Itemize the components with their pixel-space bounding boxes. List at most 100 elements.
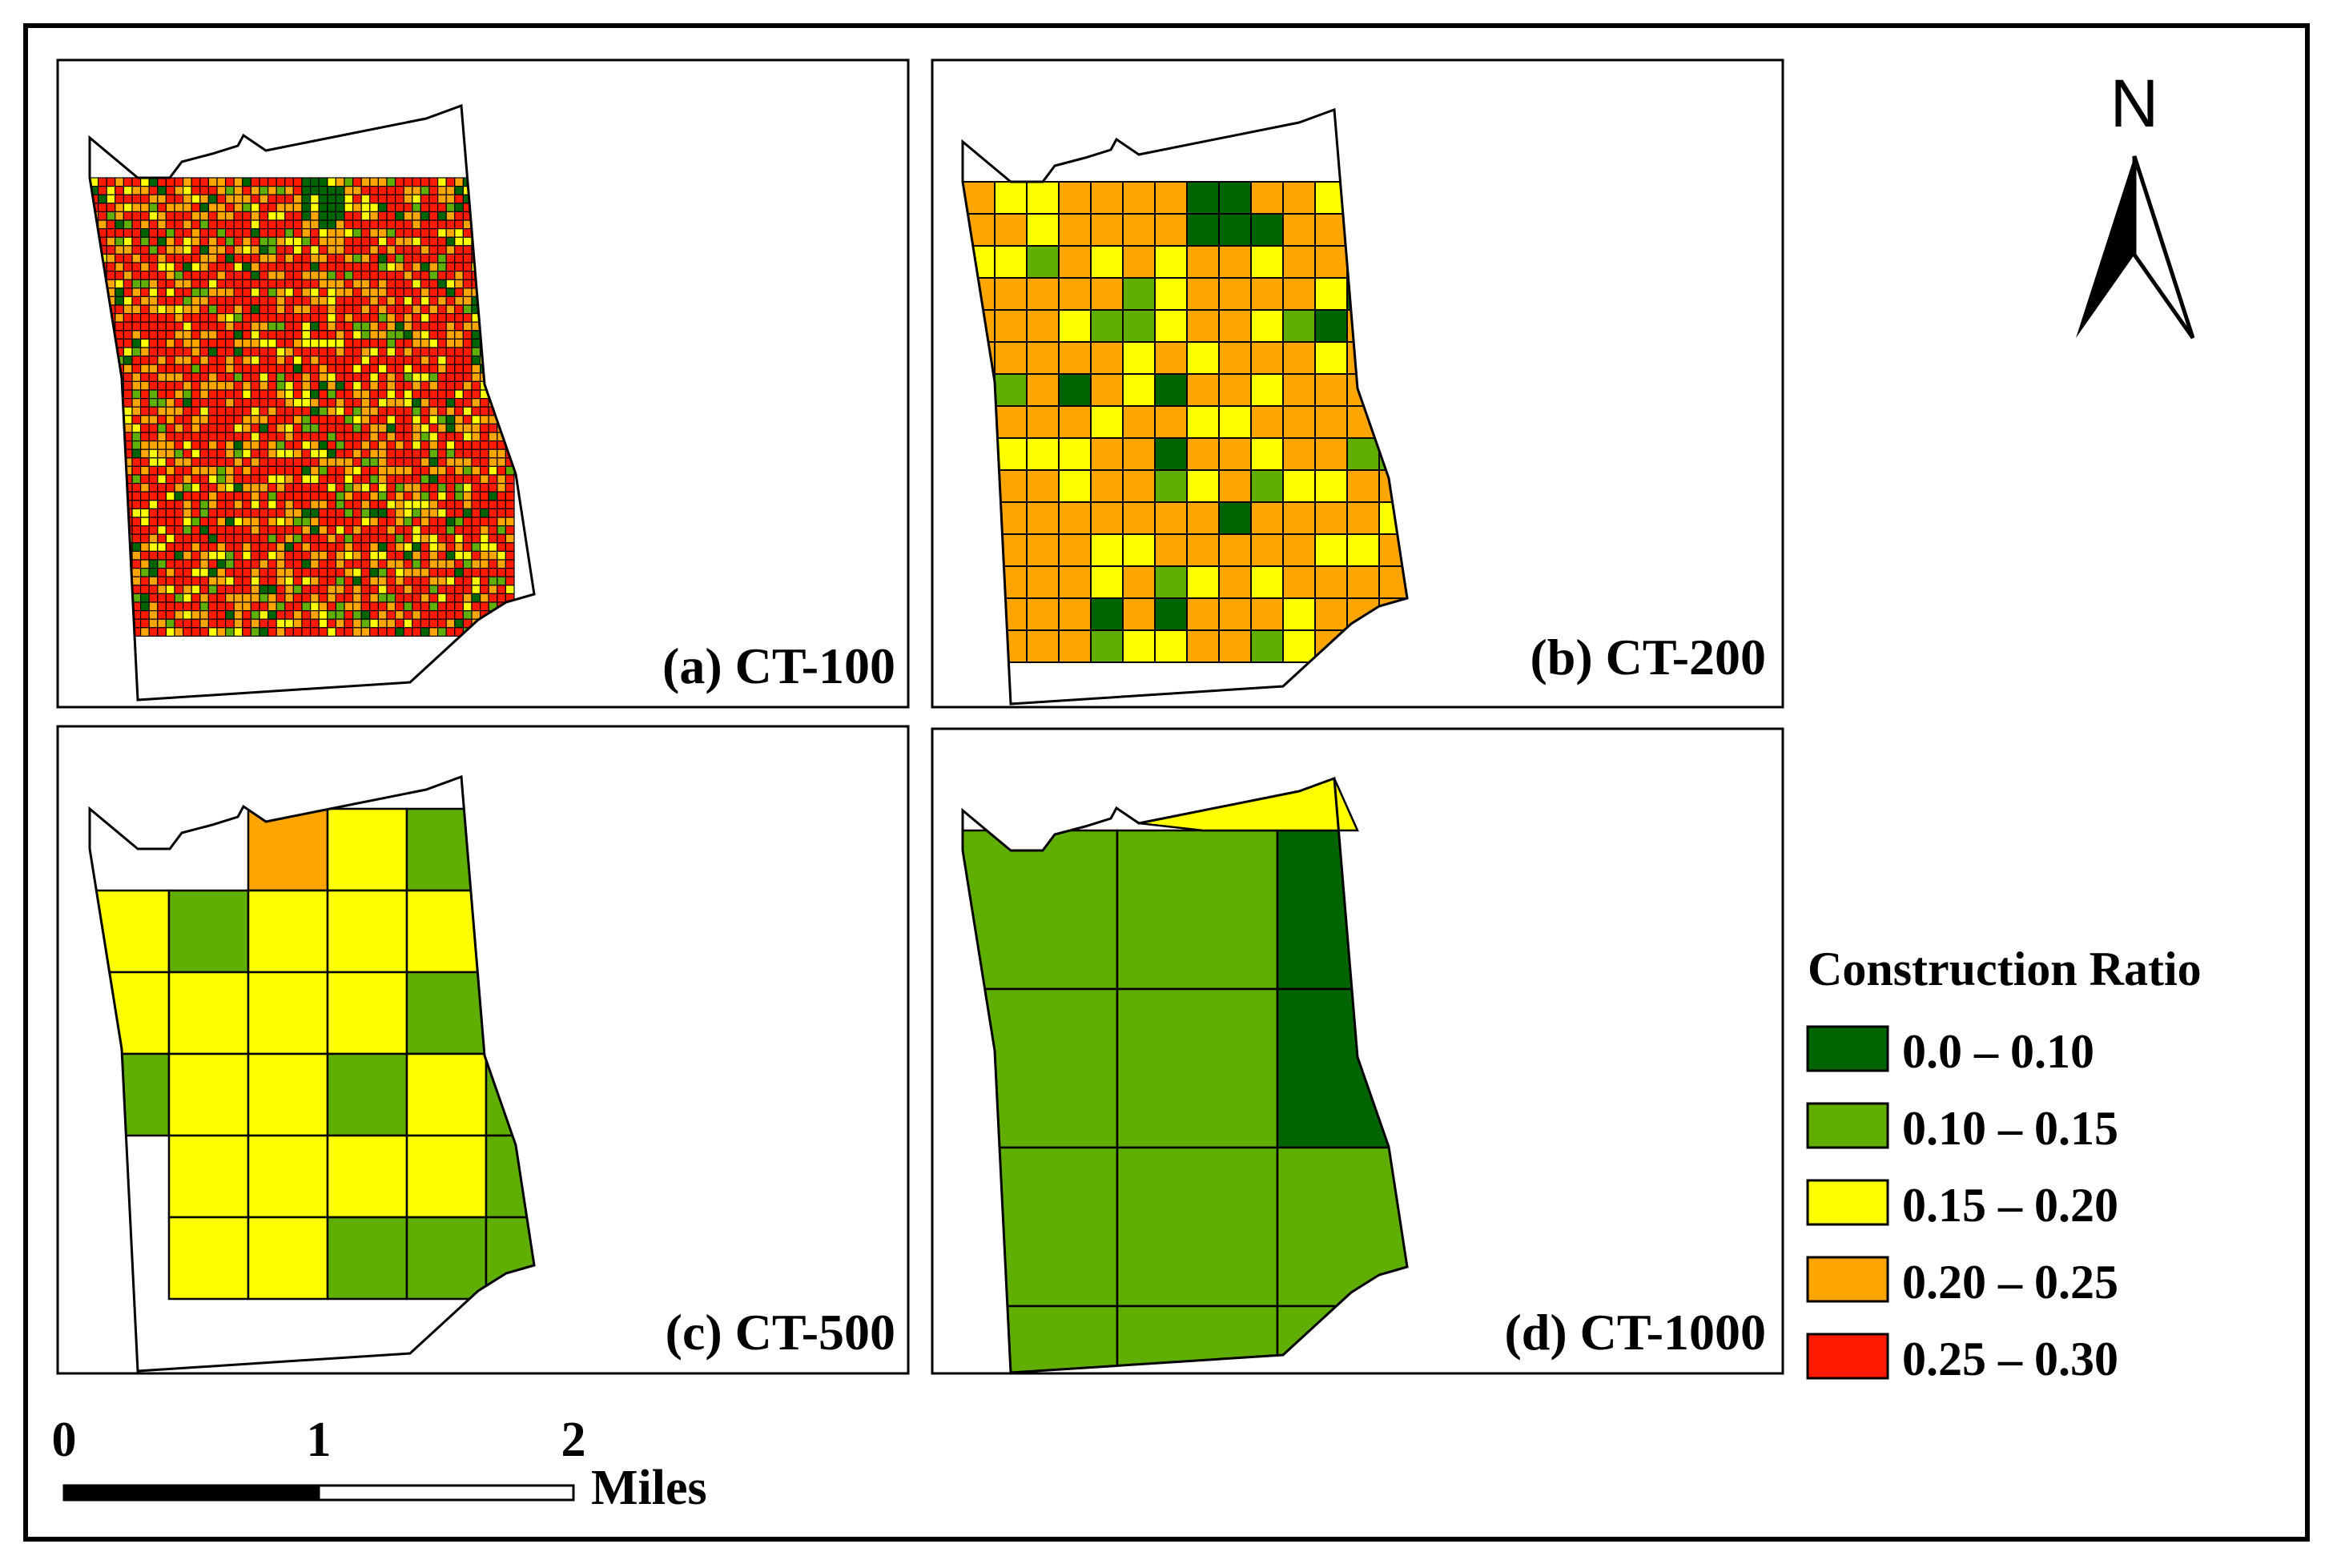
grid-cell	[157, 262, 167, 272]
grid-cell	[352, 423, 362, 433]
grid-cell	[479, 245, 489, 255]
grid-cell	[395, 457, 404, 467]
grid-cell	[369, 415, 379, 424]
grid-cell	[90, 380, 99, 391]
grid-cell	[436, 627, 447, 637]
grid-cell	[352, 406, 362, 416]
grid-cell	[131, 330, 142, 340]
grid-cell	[335, 338, 345, 348]
grid-cell	[369, 245, 379, 255]
grid-cell	[386, 347, 396, 357]
grid-cell	[106, 194, 116, 204]
grid-cell	[310, 245, 320, 255]
grid-cell	[488, 321, 498, 332]
grid-cell	[318, 517, 328, 527]
grid-cell	[259, 186, 269, 195]
grid-cell	[403, 364, 413, 374]
grid-cell	[1314, 309, 1348, 343]
grid-cell	[115, 271, 125, 280]
grid-cell	[412, 389, 421, 400]
grid-cell	[174, 593, 184, 603]
grid-cell	[284, 296, 294, 306]
grid-cell	[242, 177, 251, 187]
grid-cell	[165, 356, 175, 365]
grid-cell	[335, 517, 345, 527]
grid-cell	[479, 228, 489, 238]
grid-cell	[352, 585, 362, 594]
grid-cell	[436, 356, 447, 365]
grid-cell	[106, 593, 116, 603]
grid-cell	[386, 219, 396, 230]
grid-cell	[115, 618, 125, 629]
grid-cell	[310, 228, 320, 238]
grid-cell	[97, 533, 107, 544]
grid-cell	[1282, 181, 1316, 215]
grid-cell	[233, 279, 243, 289]
grid-cell	[403, 211, 413, 221]
grid-cell	[497, 508, 506, 518]
grid-cell	[369, 364, 379, 374]
grid-cell	[344, 330, 354, 340]
grid-cell	[183, 347, 192, 357]
grid-cell	[310, 533, 320, 544]
grid-cell	[250, 304, 260, 315]
grid-cell	[377, 194, 388, 204]
grid-cell	[488, 287, 498, 297]
grid-cell	[148, 304, 159, 315]
grid-cell	[369, 347, 379, 357]
grid-cell	[403, 271, 413, 280]
grid-cell	[276, 542, 286, 552]
grid-cell	[115, 593, 125, 603]
grid-cell	[428, 211, 439, 221]
grid-cell	[386, 508, 396, 518]
grid-cell	[259, 533, 269, 544]
grid-cell	[454, 593, 464, 603]
grid-cell	[157, 347, 167, 357]
grid-cell	[318, 313, 328, 323]
grid-cell	[377, 576, 388, 586]
grid-cell	[395, 406, 404, 416]
grid-cell	[488, 465, 498, 476]
grid-cell	[157, 194, 167, 204]
grid-cell	[1154, 245, 1188, 279]
grid-cell	[148, 287, 159, 297]
grid-cell	[403, 567, 413, 577]
panel-d-label: (d) CT-1000	[1504, 1304, 1766, 1361]
grid-cell	[454, 601, 464, 612]
grid-cell	[1026, 565, 1060, 599]
grid-cell	[199, 389, 210, 400]
map-ct-200	[961, 107, 1409, 706]
grid-cell	[403, 296, 413, 306]
grid-cell	[165, 236, 175, 247]
grid-cell	[344, 406, 354, 416]
grid-cell	[386, 491, 396, 501]
grid-cell	[1378, 405, 1407, 439]
grid-cell	[207, 236, 218, 247]
grid-cell	[428, 508, 439, 518]
grid-cell	[174, 347, 184, 357]
grid-cell	[335, 533, 345, 544]
grid-cell	[335, 415, 345, 424]
grid-cell	[216, 585, 227, 594]
grid-cell	[352, 601, 362, 612]
grid-cell	[403, 219, 413, 230]
grid-cell	[301, 347, 312, 357]
grid-cell	[488, 245, 498, 255]
grid-cell	[479, 474, 489, 484]
grid-cell	[233, 330, 243, 340]
grid-cell	[412, 406, 421, 416]
grid-cell	[395, 296, 404, 306]
grid-cell	[1314, 469, 1348, 503]
grid-cell	[115, 236, 125, 247]
grid-cell	[183, 287, 192, 297]
grid-cell	[471, 500, 481, 509]
grid-cell	[352, 627, 362, 637]
grid-cell	[284, 550, 294, 561]
grid-cell	[352, 457, 362, 467]
grid-cell	[276, 356, 286, 365]
grid-cell	[1218, 565, 1252, 599]
grid-cell	[386, 330, 396, 340]
grid-cell	[1282, 501, 1316, 535]
grid-cell	[157, 296, 167, 306]
grid-cell	[199, 440, 210, 450]
